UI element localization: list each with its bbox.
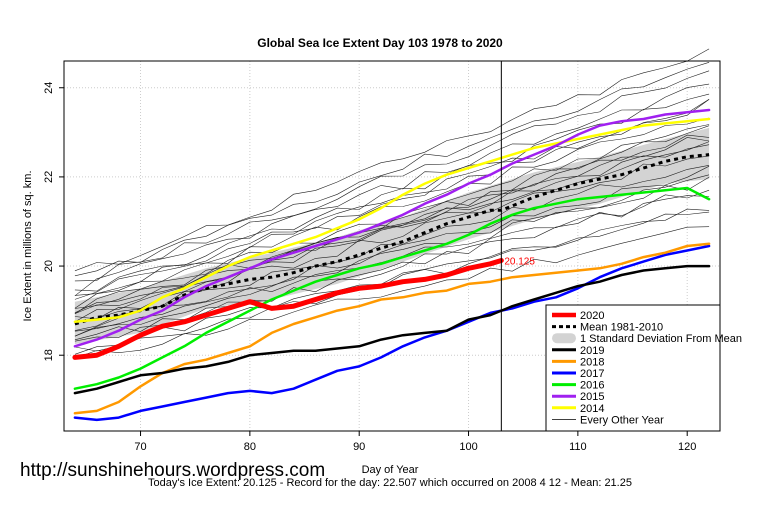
legend-label: 2017 bbox=[580, 368, 604, 380]
series-2020-line bbox=[72, 258, 504, 360]
y-tick-label: 18 bbox=[43, 349, 55, 361]
std-dev-area bbox=[74, 127, 710, 345]
other-year-line bbox=[74, 208, 710, 355]
x-tick-label: 80 bbox=[244, 441, 256, 453]
x-tick-label: 90 bbox=[353, 441, 365, 453]
other-year-line bbox=[74, 62, 710, 277]
legend-swatch bbox=[552, 333, 576, 344]
plot-frame bbox=[63, 60, 721, 432]
other-year-line bbox=[74, 155, 710, 320]
other-year-line bbox=[74, 226, 710, 359]
series-2017-line bbox=[73, 244, 711, 422]
other-year-line bbox=[74, 125, 710, 331]
x-axis-label: Day of Year bbox=[362, 464, 419, 476]
x-tick-label: 100 bbox=[459, 441, 477, 453]
other-year-line bbox=[74, 83, 710, 297]
y-tick-label: 22 bbox=[43, 171, 55, 183]
y-tick-label: 24 bbox=[43, 82, 55, 94]
other-year-line bbox=[74, 117, 710, 309]
other-year-line bbox=[74, 124, 710, 315]
watermark-url: http://sunshinehours.wordpress.com bbox=[20, 460, 325, 481]
legend-label: 2014 bbox=[580, 403, 604, 415]
other-year-line bbox=[74, 98, 710, 296]
mean-1981-2010-line bbox=[74, 153, 710, 326]
current-value-label: 20.125 bbox=[504, 256, 535, 267]
x-tick-label: 110 bbox=[569, 441, 587, 453]
other-year-line bbox=[74, 70, 710, 282]
legend-label: 2015 bbox=[580, 391, 604, 403]
other-year-line bbox=[74, 174, 710, 337]
legend-label: 2018 bbox=[580, 356, 604, 368]
y-axis-ticks: 18 20 22 24 bbox=[43, 82, 64, 361]
caption: Today's Ice Extent: 20.125 - Record for … bbox=[148, 477, 632, 489]
y-axis-label: Ice Extent in millions of sq. km. bbox=[22, 171, 34, 322]
legend-label: Every Other Year bbox=[580, 414, 664, 426]
other-year-line bbox=[74, 195, 710, 341]
chart-title: Global Sea Ice Extent Day 103 1978 to 20… bbox=[257, 36, 503, 50]
x-tick-label: 70 bbox=[134, 441, 146, 453]
other-year-line bbox=[74, 165, 710, 337]
series-2015-line bbox=[73, 108, 711, 348]
other-year-line bbox=[74, 134, 710, 309]
x-tick-label: 120 bbox=[678, 441, 696, 453]
other-year-line bbox=[74, 211, 710, 352]
series-2019-line bbox=[73, 264, 711, 395]
legend-label: 2020 bbox=[580, 310, 604, 322]
legend-label: 2016 bbox=[580, 380, 604, 392]
legend-label: 2019 bbox=[580, 345, 604, 357]
mean-line bbox=[74, 153, 710, 326]
other-year-line bbox=[74, 137, 710, 314]
other-year-line bbox=[74, 48, 710, 272]
y-tick-label: 20 bbox=[43, 260, 55, 272]
x-axis-ticks: 70 80 90 100 110 120 bbox=[134, 431, 696, 453]
series-2014-line bbox=[73, 117, 711, 324]
legend-label: Mean 1981-2010 bbox=[580, 322, 663, 334]
std-dev-band bbox=[74, 127, 710, 345]
legend-label: 1 Standard Deviation From Mean bbox=[580, 333, 742, 345]
other-year-line bbox=[74, 141, 710, 323]
series-2018-line bbox=[73, 242, 711, 415]
other-year-line bbox=[74, 144, 710, 314]
highlighted-series bbox=[72, 108, 711, 422]
series-2016-line bbox=[73, 186, 711, 390]
